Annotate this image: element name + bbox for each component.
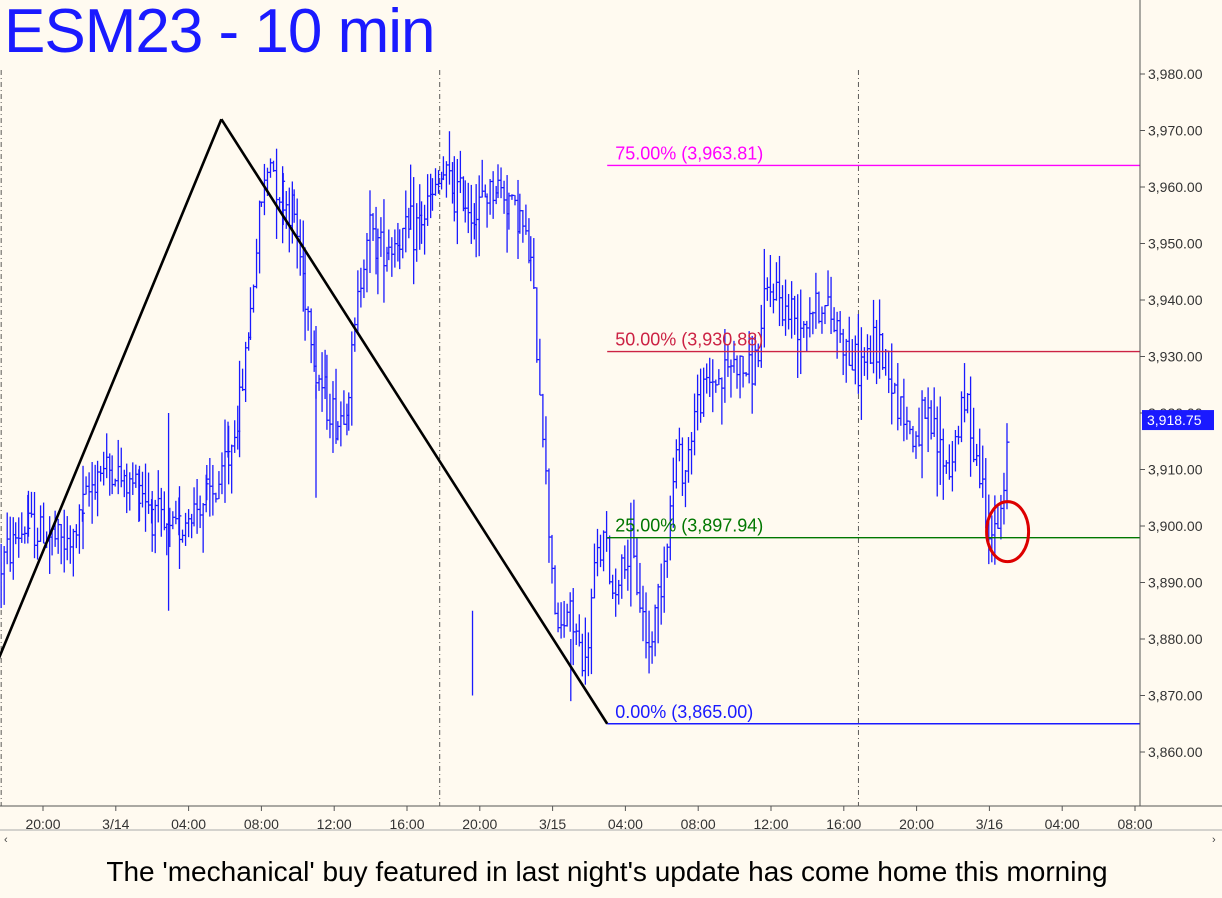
retracement-levels: 75.00% (3,963.81) 50.00% (3,930.88) 25.00%…	[607, 143, 1140, 725]
y-tick-label: 3,910.00	[1148, 462, 1203, 478]
chart-caption: The 'mechanical' buy featured in last ni…	[106, 856, 1108, 887]
retracement-label: 0.00% (3,865.00)	[615, 702, 753, 722]
y-tick-label: 3,900.00	[1148, 518, 1203, 534]
pattern-line	[0, 118, 223, 659]
x-tick-label: 20:00	[25, 816, 60, 832]
retracement-label: 75.00% (3,963.81)	[615, 143, 763, 163]
session-dividers	[0, 70, 859, 806]
y-tick-label: 3,960.00	[1148, 179, 1203, 195]
scroll-right-icon[interactable]: ›	[1212, 834, 1216, 846]
x-tick-label: 16:00	[389, 816, 424, 832]
x-tick-label: 04:00	[171, 816, 206, 832]
y-tick-label: 3,870.00	[1148, 688, 1203, 704]
x-tick-label: 12:00	[317, 816, 352, 832]
y-tick-label: 3,950.00	[1148, 236, 1203, 252]
scroll-left-icon[interactable]: ‹	[4, 834, 8, 846]
x-tick-label: 04:00	[608, 816, 643, 832]
y-tick-label: 3,880.00	[1148, 631, 1203, 647]
price-bars	[0, 131, 1010, 702]
y-tick-label: 3,860.00	[1148, 744, 1203, 760]
x-tick-label: 08:00	[244, 816, 279, 832]
y-tick-label: 3,980.00	[1148, 66, 1203, 82]
x-tick-label: 16:00	[826, 816, 861, 832]
x-tick-label: 20:00	[462, 816, 497, 832]
chart-title: ESM23 - 10 min	[4, 0, 436, 66]
pattern-lines	[0, 118, 609, 725]
x-tick-label: 3/16	[976, 816, 1003, 832]
retracement-label: 50.00% (3,930.88)	[615, 330, 763, 350]
y-tick-label: 3,940.00	[1148, 292, 1203, 308]
y-tick-label: 3,930.00	[1148, 349, 1203, 365]
retracement-label: 25.00% (3,897.94)	[615, 516, 763, 536]
marker-layer	[985, 500, 1031, 564]
last-price-label: 3,918.75	[1147, 412, 1202, 428]
x-tick-label: 12:00	[753, 816, 788, 832]
x-tick-label: 08:00	[681, 816, 716, 832]
axes: 3,860.00 3,870.00 3,880.00 3,890.00 3,900.00…	[0, 0, 1222, 832]
pattern-line	[220, 118, 609, 725]
marker-circle	[985, 500, 1031, 564]
last-price-tag	[1142, 410, 1214, 431]
y-tick-label: 3,970.00	[1148, 123, 1203, 139]
x-tick-label: 20:00	[899, 816, 934, 832]
y-tick-label: 3,890.00	[1148, 575, 1203, 591]
x-tick-label: 3/15	[539, 816, 566, 832]
x-tick-label: 3/14	[102, 816, 129, 832]
x-tick-label: 08:00	[1117, 816, 1152, 832]
x-tick-label: 04:00	[1045, 816, 1080, 832]
